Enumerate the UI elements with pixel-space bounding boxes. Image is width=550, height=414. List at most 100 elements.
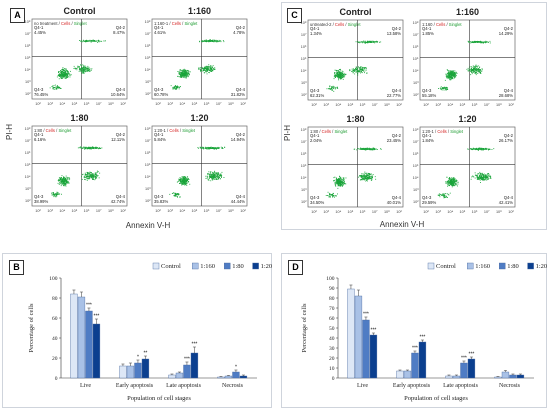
scatter-dot: [84, 147, 86, 149]
scatter-dot: [183, 182, 184, 184]
scatter-dot: [180, 180, 182, 182]
scatter-dot: [359, 41, 360, 43]
scatter-dot: [340, 178, 342, 180]
scatter-dot: [336, 70, 338, 71]
scatter-dot: [88, 147, 90, 148]
scatter-dot: [483, 179, 485, 181]
scatter-dot: [184, 71, 186, 73]
panel-a: A Control no treatment / Cells / Singlet Q…: [2, 2, 274, 230]
scatter-dot: [78, 68, 80, 70]
scatter-dot: [340, 75, 342, 77]
scatter-dot: [96, 177, 98, 179]
scatter-dot: [210, 176, 212, 178]
scatter-dot: [184, 182, 186, 183]
scatter-dot: [364, 174, 366, 176]
scatter-dot: [471, 70, 473, 71]
scatter-dot: [94, 174, 96, 176]
scatter-dot: [88, 175, 89, 177]
scatter-dot: [355, 68, 357, 70]
scatter-dot: [91, 173, 93, 175]
scatter-dot: [471, 41, 473, 42]
scatter-dot: [484, 174, 486, 176]
scatter-dot: [64, 178, 65, 180]
x-tick-label: 10³: [435, 210, 441, 214]
y-tick-label: 10⁴: [301, 69, 307, 73]
scatter-dot: [336, 181, 338, 183]
scatter-dot: [329, 85, 331, 87]
scatter-dot: [483, 178, 484, 180]
scatter-dot: [88, 177, 90, 178]
scatter-dot: [455, 180, 457, 182]
scatter-dot: [354, 70, 356, 72]
bar: [411, 352, 419, 379]
scatter-dot: [84, 147, 86, 149]
scatter-dot: [448, 75, 450, 77]
scatter-dot: [363, 40, 365, 42]
scatter-dot: [90, 173, 92, 175]
scatter-dot: [364, 72, 365, 74]
scatter-dot: [213, 68, 214, 70]
x-tick-label: 10²: [35, 209, 41, 213]
scatter-dot: [97, 171, 99, 173]
scatter-dot: [84, 69, 85, 71]
scatter-dot: [218, 40, 219, 42]
quadrant-label: Q4-4 31.82%: [231, 87, 246, 97]
y-tick-label: 10⁶: [25, 44, 31, 48]
scatter-dot: [214, 69, 216, 70]
scatter-dot: [331, 194, 333, 196]
scatter-dot: [183, 68, 185, 70]
scatter-dot: [218, 176, 219, 178]
scatter-dot: [338, 185, 340, 187]
scatter-dot: [61, 74, 63, 76]
scatter-dot: [366, 176, 367, 178]
scatter-dot: [181, 184, 183, 186]
scatter-dot: [371, 173, 372, 175]
quadrant-label: Q4-4 42.74%: [111, 194, 126, 204]
scatter-dot: [178, 73, 180, 75]
quadrant-label: Q4-3 29.59%: [422, 195, 436, 205]
scatter-dot: [52, 87, 54, 89]
scatter-dot: [92, 147, 94, 149]
scatter-dot: [208, 147, 209, 149]
scatter-dot: [82, 69, 84, 71]
scatter-dot: [211, 69, 213, 71]
scatter-dot: [95, 146, 97, 148]
scatter-dot: [488, 178, 490, 179]
x-tick-label: 10³: [47, 102, 53, 106]
scatter-dot: [450, 74, 451, 76]
scatter-dot: [371, 148, 373, 150]
scatter-dot: [208, 72, 210, 74]
scatter-dot: [212, 41, 214, 42]
legend-label: 1:160: [475, 263, 490, 270]
scatter-dot: [77, 147, 79, 149]
scatter-dot: [438, 88, 439, 89]
scatter-dot: [365, 67, 367, 68]
x-tick-label: Necrosis: [222, 383, 244, 389]
scatter-dot: [445, 195, 447, 197]
scatter-dot: [343, 74, 345, 76]
y-tick-label: 10⁶: [145, 151, 151, 155]
scatter-dot: [478, 173, 479, 175]
scatter-dot: [471, 149, 473, 151]
scatter-dot: [487, 41, 489, 43]
bar: [445, 375, 453, 379]
scatter-dot: [210, 177, 212, 178]
scatter-dot: [215, 148, 217, 150]
scatter-dot: [338, 178, 340, 179]
scatter-dot: [443, 195, 445, 197]
x-tick-label: 10⁷: [96, 102, 102, 106]
scatter-dot: [457, 185, 458, 187]
scatter-dot: [209, 40, 211, 42]
bar: [509, 374, 517, 379]
scatter-dot: [98, 147, 100, 148]
scatter-dot: [214, 176, 216, 178]
scatter-dot: [86, 41, 88, 42]
scatter-dot: [59, 177, 61, 179]
scatter-dot: [443, 194, 445, 195]
scatter-dot: [334, 181, 336, 183]
scatter-dot: [361, 176, 363, 178]
scatter-dot: [450, 177, 452, 179]
scatter-dot: [368, 174, 370, 175]
scatter-dot: [92, 173, 94, 175]
scatter-dot: [473, 65, 475, 67]
